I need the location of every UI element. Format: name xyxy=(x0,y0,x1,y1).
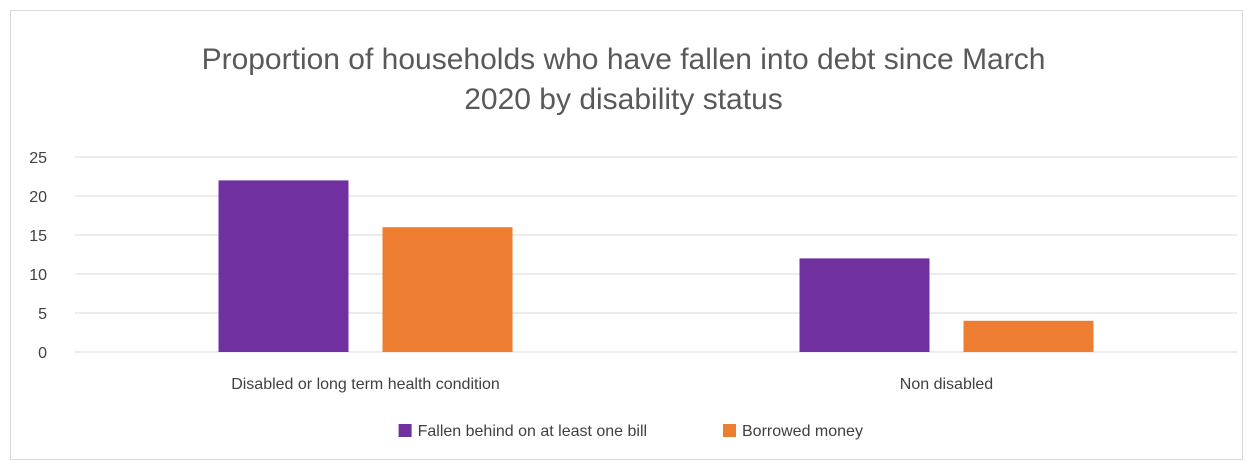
x-tick-label: Disabled or long term health condition xyxy=(231,376,500,393)
legend-label: Fallen behind on at least one bill xyxy=(418,423,647,440)
bar xyxy=(218,180,349,352)
y-tick-label: 10 xyxy=(29,267,47,284)
legend-swatch xyxy=(723,424,736,437)
y-tick-label: 0 xyxy=(38,345,47,362)
y-tick-label: 25 xyxy=(29,150,47,167)
y-tick-label: 20 xyxy=(29,189,47,206)
bar xyxy=(382,227,513,352)
x-tick-label: Non disabled xyxy=(900,376,993,393)
y-tick-label: 5 xyxy=(38,306,47,323)
bar xyxy=(799,258,930,352)
legend-swatch xyxy=(398,424,412,437)
legend-label: Borrowed money xyxy=(742,423,863,440)
chart-title-line-1: Proportion of households who have fallen… xyxy=(201,43,1046,76)
y-tick-label: 15 xyxy=(29,228,47,245)
chart-title: Proportion of households who have fallen… xyxy=(0,40,1247,120)
chart-title-line-2: 2020 by disability status xyxy=(464,83,783,116)
bar xyxy=(963,320,1094,352)
